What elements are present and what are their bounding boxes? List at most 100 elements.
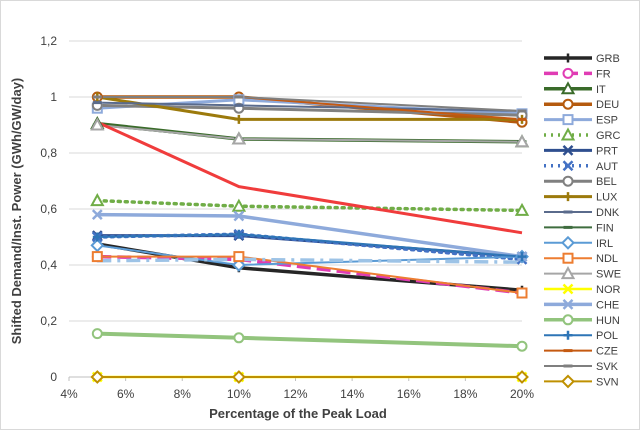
legend-label-irl: IRL <box>596 238 613 250</box>
data-point-irl <box>231 258 246 272</box>
data-point-che <box>91 209 103 220</box>
legend-label-che: CHE <box>596 299 619 311</box>
legend-marker-swe <box>560 266 576 280</box>
legend-marker-prt <box>562 145 574 156</box>
series-line-swe <box>97 124 523 143</box>
legend-marker-che <box>562 299 574 310</box>
series-lines <box>95 95 524 379</box>
legend-label-grc: GRC <box>596 130 621 142</box>
x-tick-label: 20% <box>510 387 534 401</box>
legend-label-grb: GRB <box>596 53 620 65</box>
data-point-pol <box>234 229 244 239</box>
legend-label-aut: AUT <box>596 161 618 173</box>
legend-label-ndl: NDL <box>596 253 618 265</box>
legend-label-hun: HUN <box>596 315 620 327</box>
x-axis: 4% 6% 8% 10% 12% 14% 16% 18% 20% <box>60 376 534 401</box>
legend-marker-nor <box>562 283 574 295</box>
legend-marker-svk <box>563 364 573 368</box>
data-point-svn <box>231 370 246 384</box>
legend-label-dnk: DNK <box>596 207 620 219</box>
data-point-grc <box>514 202 530 216</box>
data-point-hun <box>516 340 528 352</box>
legend-marker-deu <box>562 98 574 110</box>
legend-label-deu: DEU <box>596 99 619 111</box>
data-point-svk <box>517 109 527 113</box>
data-point-ndl <box>91 251 103 263</box>
legend-marker-ndl <box>562 252 574 264</box>
data-point-ndl <box>516 287 528 299</box>
x-tick-label: 18% <box>453 387 477 401</box>
y-axis: 0 0,2 0,4 0,6 0,8 1 1,2 <box>40 34 57 384</box>
legend-label-lux: LUX <box>596 192 618 204</box>
x-tick-label: 8% <box>174 387 192 401</box>
y-tick-label: 1 <box>50 90 57 104</box>
legend-label-fr: FR <box>596 68 611 80</box>
legend-marker-dnk <box>563 210 573 214</box>
x-tick-label: 10% <box>227 387 251 401</box>
legend-marker-it <box>560 81 576 95</box>
legend-marker-cze <box>563 349 573 353</box>
legend-label-pol: POL <box>596 330 618 342</box>
legend-marker-aut <box>562 160 574 172</box>
legend-label-bel: BEL <box>596 176 617 188</box>
data-point-ndl <box>233 251 245 263</box>
legend-marker-irl <box>561 235 575 250</box>
y-tick-label: 0,8 <box>40 146 57 160</box>
data-point-hun <box>233 332 245 344</box>
legend-label-nor: NOR <box>596 284 621 296</box>
legend-marker-hun <box>562 314 574 326</box>
y-tick-label: 0,6 <box>40 202 57 216</box>
legend-marker-fin <box>563 225 573 229</box>
series-markers <box>90 91 530 384</box>
data-point-swe <box>231 131 247 145</box>
legend-label-cze: CZE <box>596 346 618 358</box>
data-point-svk <box>234 95 244 99</box>
data-point-dnk <box>234 103 244 107</box>
legend-marker-bel <box>562 175 574 187</box>
legend-label-it: IT <box>596 84 606 96</box>
x-axis-title: Percentage of the Peak Load <box>209 406 387 421</box>
data-point-hun <box>91 328 103 340</box>
data-point-dnk <box>92 101 102 105</box>
legend-label-swe: SWE <box>596 269 621 281</box>
data-point-lux <box>234 114 244 124</box>
x-tick-label: 14% <box>340 387 364 401</box>
data-point-che <box>233 210 245 222</box>
legend-label-fin: FIN <box>596 222 614 234</box>
legend-label-svk: SVK <box>596 361 619 373</box>
data-point-cze <box>517 117 527 121</box>
series-line-unlabeled-22 <box>96 120 523 235</box>
y-tick-label: 1,2 <box>40 34 57 48</box>
legend-label-svn: SVN <box>596 376 619 388</box>
legend-marker-pol <box>563 330 573 340</box>
data-point-svk <box>92 95 102 99</box>
y-tick-label: 0,2 <box>40 314 57 328</box>
data-point-swe <box>90 117 105 131</box>
series-line-hun <box>97 331 523 349</box>
y-axis-title: Shifted Demand/Inst. Power (GWh/GW/day) <box>9 78 24 345</box>
legend-label-prt: PRT <box>596 145 618 157</box>
data-point-pol <box>517 252 527 262</box>
legend: GRB FR IT DEU ESP GRC PRT AUT BEL LUX DNK FIN IRL NDL… <box>544 53 621 388</box>
legend-marker-fr <box>562 67 574 79</box>
series-line-unlabeled-23 <box>97 257 523 264</box>
data-point-grc <box>231 198 247 212</box>
legend-marker-lux <box>563 192 573 202</box>
legend-marker-svn <box>561 374 575 389</box>
y-tick-label: 0 <box>50 370 57 384</box>
data-point-pol <box>92 232 102 242</box>
legend-marker-grb <box>563 53 573 63</box>
x-tick-label: 6% <box>117 387 135 401</box>
legend-marker-esp <box>562 114 574 126</box>
legend-marker-grc <box>560 127 576 141</box>
data-point-irl <box>90 238 105 253</box>
data-point-swe <box>514 134 530 148</box>
x-tick-label: 16% <box>397 387 421 401</box>
data-point-svn <box>515 370 529 384</box>
legend-label-esp: ESP <box>596 115 618 127</box>
data-point-grc <box>90 193 105 207</box>
x-tick-label: 4% <box>60 387 78 401</box>
x-tick-label: 12% <box>283 387 307 401</box>
